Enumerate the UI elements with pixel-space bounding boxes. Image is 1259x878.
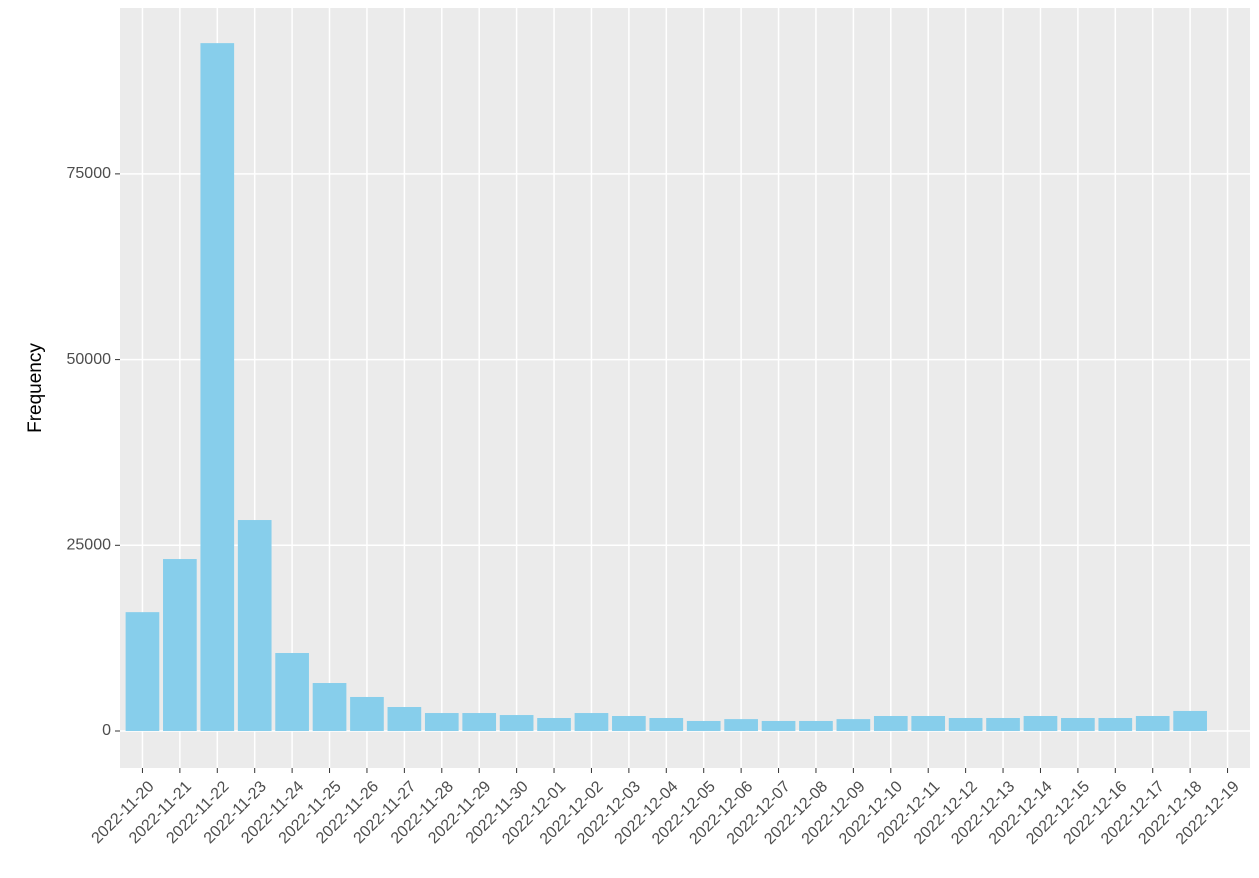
- y-tick-label: 75000: [67, 165, 112, 182]
- bar: [986, 718, 1020, 732]
- y-tick-label: 50000: [67, 351, 112, 368]
- bar: [200, 43, 235, 732]
- bar: [873, 716, 908, 732]
- bar: [911, 716, 946, 732]
- bar: [724, 719, 758, 732]
- bar: [163, 559, 197, 732]
- bar: [1098, 718, 1133, 732]
- bar: [537, 718, 571, 732]
- panel: [120, 8, 1250, 768]
- bar: [1023, 716, 1058, 732]
- bar: [237, 520, 272, 732]
- bar: [612, 716, 646, 732]
- bar: [312, 683, 347, 732]
- bar: [1135, 716, 1170, 732]
- bar: [499, 715, 534, 732]
- bar: [836, 719, 871, 732]
- bar: [462, 713, 497, 732]
- bar: [686, 720, 721, 732]
- bar: [275, 653, 309, 732]
- y-tick-label: 25000: [67, 537, 112, 554]
- bar: [799, 720, 833, 732]
- bar: [424, 713, 459, 732]
- bar: [1061, 718, 1095, 732]
- bar: [387, 707, 422, 732]
- bar: [125, 612, 160, 732]
- bar: [948, 718, 983, 732]
- bar: [761, 720, 796, 732]
- bar: [574, 713, 609, 732]
- bar: [1173, 710, 1207, 732]
- y-axis-title: Frequency: [25, 343, 46, 433]
- bar: [649, 718, 684, 732]
- y-tick-label: 0: [102, 722, 111, 739]
- bar: [350, 696, 384, 732]
